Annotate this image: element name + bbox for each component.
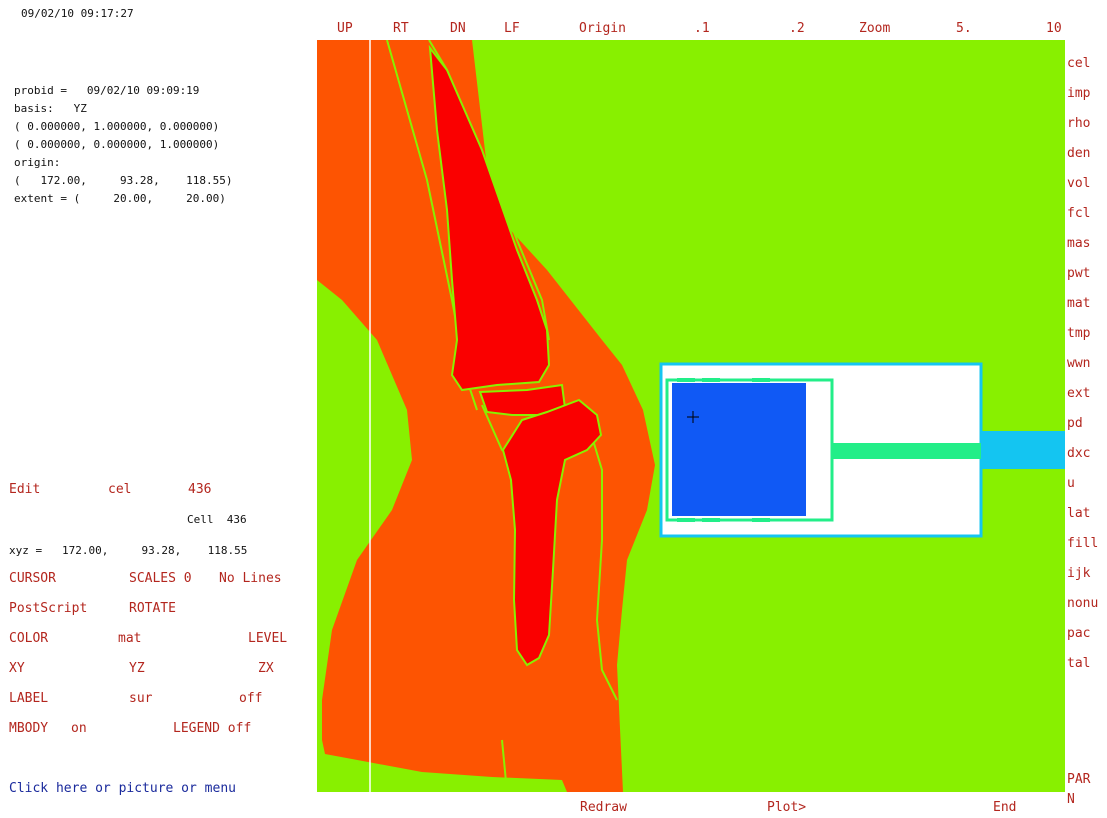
zoom-5-button[interactable]: 5. (956, 21, 972, 36)
right-menu-item-imp[interactable]: imp (1067, 86, 1091, 101)
plot-button[interactable]: Plot> (767, 800, 807, 815)
up-button[interactable]: UP (337, 21, 353, 36)
tissue-boundary-line (501, 739, 508, 792)
timestamp: 09/02/10 09:17:27 (21, 7, 134, 20)
detector-crystal[interactable] (672, 383, 806, 516)
right-menu-item-lat[interactable]: lat (1067, 506, 1091, 521)
label-button[interactable]: LABEL (9, 691, 49, 706)
detector-tabs (677, 378, 770, 522)
right-menu-item-ijk[interactable]: ijk (1067, 566, 1091, 581)
prompt-text[interactable]: Click here or picture or menu (9, 781, 236, 796)
mbody-on-button[interactable]: on (71, 721, 87, 736)
detector-tab (677, 518, 695, 522)
right-menu-item-pac[interactable]: pac (1067, 626, 1091, 641)
extent-line: extent = ( 20.00, 20.00) (14, 192, 226, 205)
edit-field[interactable]: cel (108, 482, 132, 497)
level-button[interactable]: LEVEL (248, 631, 288, 646)
redraw-button[interactable]: Redraw (580, 800, 627, 815)
basis-line: basis: YZ (14, 102, 87, 115)
geometry-plot[interactable] (317, 40, 1065, 792)
detector-tab (702, 378, 720, 382)
detector-tab (702, 518, 720, 522)
detector-tab (677, 378, 695, 382)
right-menu-item-tal[interactable]: tal (1067, 656, 1091, 671)
scale-02-button[interactable]: .2 (789, 21, 805, 36)
right-menu-item-cel[interactable]: cel (1067, 56, 1091, 71)
rotate-button[interactable]: ROTATE (129, 601, 176, 616)
edit-value[interactable]: 436 (188, 482, 212, 497)
tibia-bone[interactable] (501, 398, 603, 667)
left-button[interactable]: LF (504, 21, 520, 36)
origin-label: origin: (14, 156, 61, 169)
right-button[interactable]: RT (393, 21, 409, 36)
cell-label: Cell 436 (187, 513, 247, 526)
femur-bone[interactable] (428, 44, 551, 392)
mbody-button[interactable]: MBODY (9, 721, 49, 736)
right-menu-item-den[interactable]: den (1067, 146, 1091, 161)
detector-tab (752, 518, 770, 522)
right-menu-item-u[interactable]: u (1067, 476, 1075, 491)
right-menu-item-tmp[interactable]: tmp (1067, 326, 1091, 341)
postscript-button[interactable]: PostScript (9, 601, 88, 616)
color-mode-mat[interactable]: mat (118, 631, 142, 646)
right-menu-item-fill[interactable]: fill (1067, 536, 1099, 551)
right-menu-item-fcl[interactable]: fcl (1067, 206, 1091, 221)
right-menu-item-vol[interactable]: vol (1067, 176, 1091, 191)
label-off-button[interactable]: off (239, 691, 263, 706)
scales-button[interactable]: SCALES 0 (129, 571, 192, 586)
right-menu-item-dxc[interactable]: dxc (1067, 446, 1091, 461)
right-menu-item-pd[interactable]: pd (1067, 416, 1083, 431)
xyz-readout: xyz = 172.00, 93.28, 118.55 (9, 544, 248, 557)
down-button[interactable]: DN (450, 21, 466, 36)
zx-view-button[interactable]: ZX (258, 661, 274, 676)
right-menu-item-wwn[interactable]: wwn (1067, 356, 1091, 371)
color-button[interactable]: COLOR (9, 631, 49, 646)
tissue-boundary-line (586, 419, 618, 701)
origin-button[interactable]: Origin (579, 21, 626, 36)
beam-pipe[interactable] (981, 431, 1065, 469)
edit-label[interactable]: Edit (9, 482, 41, 497)
label-sur-button[interactable]: sur (129, 691, 153, 706)
detector-tab (752, 378, 770, 382)
probid-line: probid = 09/02/10 09:09:19 (14, 84, 200, 97)
end-button[interactable]: End (993, 800, 1017, 815)
yz-view-button[interactable]: YZ (129, 661, 145, 676)
tissue-boundary-line (386, 40, 478, 411)
right-menu-item-par[interactable]: PAR (1067, 772, 1091, 787)
cursor-button[interactable]: CURSOR (9, 571, 56, 586)
right-menu-item-pwt[interactable]: pwt (1067, 266, 1091, 281)
right-menu-item-n[interactable]: N (1067, 792, 1075, 807)
zoom-button[interactable]: Zoom (859, 21, 891, 36)
right-menu-item-mat[interactable]: mat (1067, 296, 1091, 311)
right-menu-item-ext[interactable]: ext (1067, 386, 1091, 401)
basis-vector-2: ( 0.000000, 0.000000, 1.000000) (14, 138, 220, 151)
scale-01-button[interactable]: .1 (694, 21, 710, 36)
no-lines-button[interactable]: No Lines (219, 571, 282, 586)
zoom-10-button[interactable]: 10 (1046, 21, 1062, 36)
right-menu-item-rho[interactable]: rho (1067, 116, 1091, 131)
legend-button[interactable]: LEGEND off (173, 721, 252, 736)
xy-view-button[interactable]: XY (9, 661, 25, 676)
detector-stem (832, 443, 982, 459)
right-menu-item-mas[interactable]: mas (1067, 236, 1091, 251)
origin-value: ( 172.00, 93.28, 118.55) (14, 174, 233, 187)
basis-vector-1: ( 0.000000, 1.000000, 0.000000) (14, 120, 220, 133)
right-menu-item-nonu[interactable]: nonu (1067, 596, 1099, 611)
